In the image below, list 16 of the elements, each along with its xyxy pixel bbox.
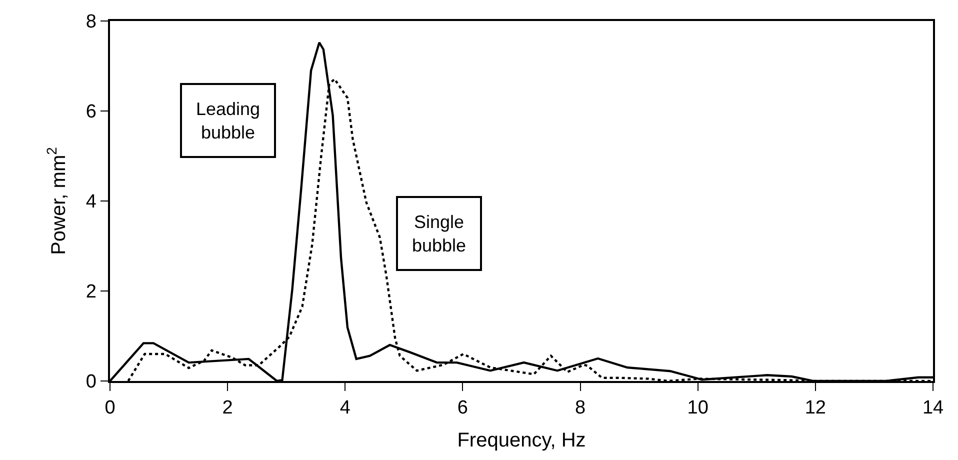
y-tick-label: 6	[86, 102, 96, 123]
annotation: Single bubble	[412, 212, 466, 256]
x-tick-label: 6	[457, 398, 468, 419]
annotation: Leading bubble	[196, 99, 260, 142]
y-tick-label: 8	[86, 12, 96, 33]
y-tick-label: 0	[86, 372, 96, 393]
x-tick-label: 14	[922, 398, 944, 419]
y-tick-label: 2	[86, 282, 96, 303]
x-tick-label: 10	[687, 398, 708, 419]
y-tick-label: 4	[86, 192, 97, 213]
x-tick-label: 4	[340, 398, 351, 419]
x-tick-label: 0	[104, 398, 116, 419]
x-tick-label: 12	[804, 398, 826, 419]
x-axis-title: Frequency, Hz	[457, 430, 586, 452]
x-tick-label: 2	[222, 398, 233, 419]
x-tick-label: 8	[575, 398, 586, 419]
